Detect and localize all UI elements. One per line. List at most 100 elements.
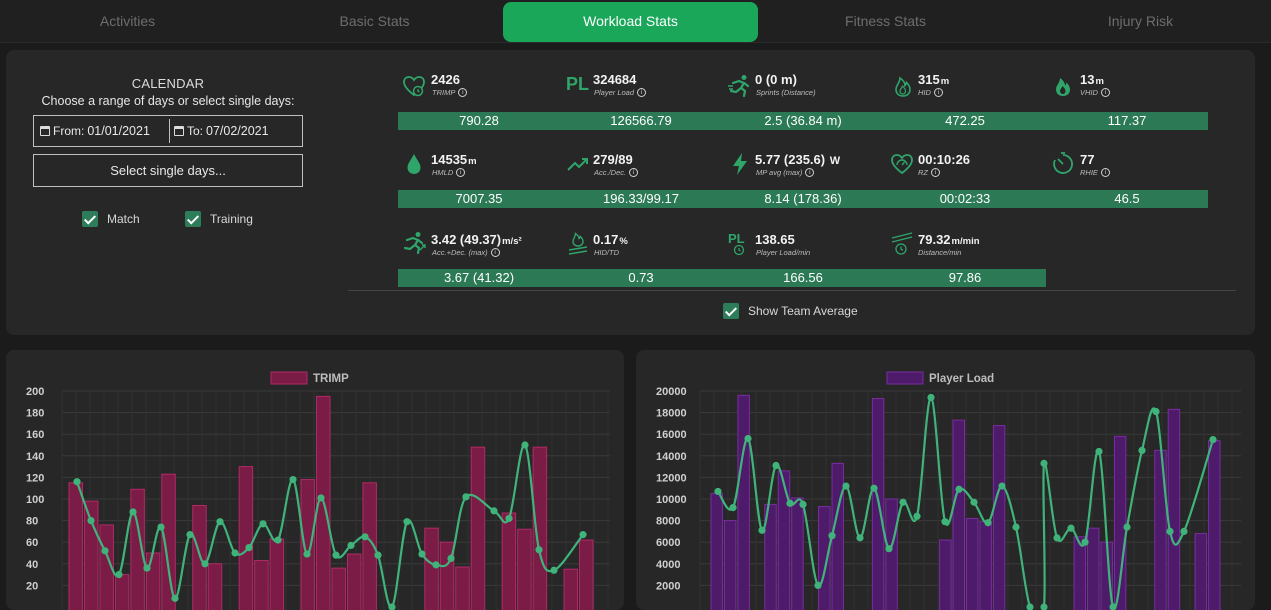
chart-bar[interactable] — [1194, 533, 1208, 610]
tab-fitness-stats[interactable]: Fitness Stats — [845, 13, 926, 29]
chart-bar[interactable] — [764, 503, 777, 610]
chart-bar[interactable] — [68, 482, 83, 610]
data-point[interactable] — [535, 546, 543, 554]
info-icon[interactable]: i — [1100, 88, 1110, 97]
tab-basic-stats[interactable]: Basic Stats — [339, 13, 410, 29]
chart-bar[interactable] — [966, 517, 979, 610]
data-point[interactable] — [447, 554, 455, 562]
data-point[interactable] — [432, 561, 440, 569]
data-point[interactable] — [955, 485, 963, 493]
data-point[interactable] — [1209, 436, 1217, 444]
data-point[interactable] — [201, 560, 209, 568]
data-point[interactable] — [186, 531, 194, 539]
data-point[interactable] — [927, 393, 935, 402]
training-checkbox[interactable] — [185, 211, 201, 227]
legend-swatch[interactable] — [886, 371, 924, 385]
chart-bar[interactable] — [1167, 408, 1181, 610]
data-point[interactable] — [521, 441, 529, 449]
data-point[interactable] — [828, 532, 836, 540]
data-point[interactable] — [171, 594, 179, 602]
chart-bar[interactable] — [992, 425, 1006, 610]
data-point[interactable] — [856, 534, 864, 542]
chart-bar[interactable] — [563, 568, 579, 610]
chart-bar[interactable] — [979, 521, 992, 610]
chart-bar[interactable] — [470, 446, 486, 610]
chart-bar[interactable] — [114, 574, 130, 610]
data-point[interactable] — [101, 547, 109, 555]
data-point[interactable] — [157, 523, 165, 531]
data-point[interactable] — [998, 482, 1006, 490]
data-point[interactable] — [899, 498, 907, 506]
chart-bar[interactable] — [346, 553, 362, 610]
chart-bar[interactable] — [1073, 536, 1087, 610]
data-point[interactable] — [374, 551, 382, 559]
data-point[interactable] — [347, 541, 355, 550]
data-point[interactable] — [1040, 603, 1048, 610]
chart-bar[interactable] — [952, 419, 966, 610]
chart-bar[interactable] — [579, 539, 594, 610]
chart-bar[interactable] — [939, 539, 952, 610]
chart-bar[interactable] — [791, 497, 804, 610]
chart-bar[interactable] — [1208, 440, 1221, 610]
legend-swatch[interactable] — [270, 371, 308, 385]
chart-bar[interactable] — [145, 552, 161, 610]
data-point[interactable] — [984, 519, 992, 527]
chart-bar[interactable] — [207, 563, 223, 610]
data-point[interactable] — [289, 475, 297, 484]
data-point[interactable] — [361, 533, 369, 541]
info-icon[interactable]: i — [933, 88, 943, 97]
data-point[interactable] — [913, 512, 921, 520]
data-point[interactable] — [744, 434, 752, 443]
data-point[interactable] — [1123, 523, 1131, 531]
data-point[interactable] — [1067, 524, 1075, 532]
info-icon[interactable]: i — [637, 88, 647, 97]
info-icon[interactable]: i — [931, 168, 940, 177]
data-point[interactable] — [143, 564, 151, 572]
tab-workload-stats[interactable]: Workload Stats — [503, 2, 758, 42]
chart-bar[interactable] — [300, 479, 316, 610]
data-point[interactable] — [418, 550, 426, 558]
data-point[interactable] — [729, 504, 737, 512]
data-point[interactable] — [579, 531, 587, 539]
chart-bar[interactable] — [331, 567, 346, 610]
chart-bar[interactable] — [238, 466, 254, 610]
data-point[interactable] — [1040, 459, 1048, 467]
data-point[interactable] — [758, 526, 766, 534]
chart-bar[interactable] — [885, 498, 898, 610]
chart-bar[interactable] — [455, 566, 470, 610]
data-point[interactable] — [1180, 527, 1188, 535]
data-point[interactable] — [87, 517, 95, 525]
data-point[interactable] — [332, 551, 340, 559]
chart-bar[interactable] — [1087, 527, 1100, 610]
data-point[interactable] — [73, 478, 81, 486]
chart-bar[interactable] — [710, 493, 723, 610]
data-point[interactable] — [714, 487, 722, 496]
chart-bar[interactable] — [269, 538, 285, 610]
tab-activities[interactable]: Activities — [99, 13, 156, 29]
tab-injury-risk[interactable]: Injury Risk — [1107, 13, 1174, 29]
chart-bar[interactable] — [737, 394, 750, 610]
chart-bar[interactable] — [424, 527, 439, 610]
data-point[interactable] — [772, 461, 780, 470]
data-point[interactable] — [550, 566, 558, 574]
data-point[interactable] — [462, 493, 470, 501]
match-checkbox[interactable] — [82, 211, 98, 227]
data-point[interactable] — [274, 536, 282, 544]
chart-bar[interactable] — [130, 488, 145, 610]
data-point[interactable] — [403, 518, 411, 526]
data-point[interactable] — [1095, 447, 1103, 456]
data-point[interactable] — [231, 549, 239, 557]
chart-bar[interactable] — [161, 473, 176, 610]
data-point[interactable] — [115, 571, 123, 579]
chart-bar[interactable] — [254, 560, 269, 610]
data-point[interactable] — [259, 520, 267, 528]
chart-bar[interactable] — [777, 470, 791, 610]
data-point[interactable] — [216, 518, 224, 526]
chart-bar[interactable] — [501, 512, 517, 610]
data-point[interactable] — [245, 544, 253, 552]
data-point[interactable] — [1166, 527, 1174, 535]
data-point[interactable] — [1012, 523, 1020, 531]
data-point[interactable] — [303, 550, 311, 558]
data-point[interactable] — [505, 514, 513, 523]
data-point[interactable] — [1138, 446, 1146, 454]
